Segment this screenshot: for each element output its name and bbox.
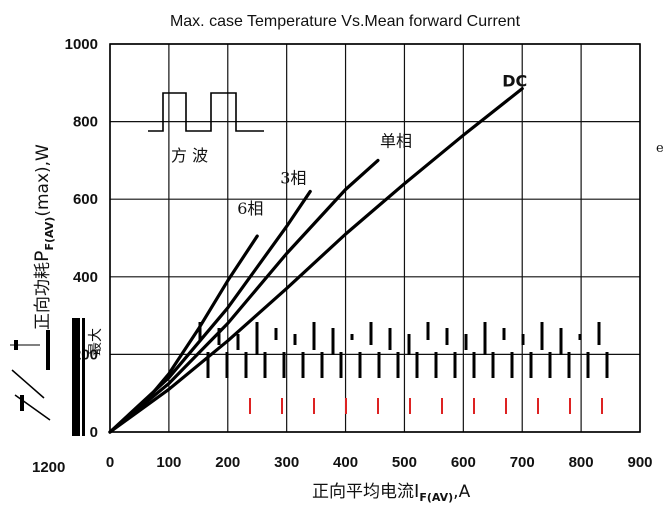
x-axis-label-symbol: I <box>414 481 419 502</box>
waveform-label: 方 波 <box>171 146 208 165</box>
y-axis-label-unit: (max),W <box>33 144 53 217</box>
noise-dashes <box>198 322 609 414</box>
x-axis-label-main: 正向平均电流 <box>312 482 414 502</box>
x-tick-label: 900 <box>627 454 652 471</box>
x-tick-label: 600 <box>451 454 476 471</box>
series-label: 3相 <box>280 168 306 187</box>
series-labels: 6相 3相 单相 DC <box>237 72 527 218</box>
y-tick-label: 1000 <box>65 36 98 53</box>
x-tick-label: 100 <box>156 454 181 471</box>
svg-text:正向功耗PF(AV)(max),W: 正向功耗PF(AV)(max),W <box>31 144 56 330</box>
series-line <box>108 87 524 434</box>
y-tick-label: 400 <box>73 269 98 286</box>
y-tick-label: 800 <box>73 114 98 131</box>
y-axis-label: 正向功耗PF(AV)(max),W <box>31 144 56 330</box>
x-tick-label: 700 <box>510 454 535 471</box>
y-axis-label-symbol: P <box>31 251 53 262</box>
x-axis-label-unit: ,A <box>453 482 470 502</box>
right-edge-partial: e <box>656 141 664 156</box>
series-lines <box>108 87 524 434</box>
plot-frame <box>109 43 641 433</box>
x-tick-label: 300 <box>274 454 299 471</box>
x-tick-label: 500 <box>392 454 417 471</box>
tick-labels: 0 100 200 300 400 500 600 700 800 900020040060080… <box>65 36 653 471</box>
x-tick-label: 800 <box>569 454 594 471</box>
bottom-left-tick: 1200 <box>32 459 65 476</box>
y-tick-label: 0 <box>90 424 98 441</box>
series-label: DC <box>502 72 527 91</box>
render-noise <box>10 318 85 436</box>
square-wave-icon <box>148 92 264 132</box>
x-tick-label: 0 <box>106 454 114 471</box>
chart-title: Max. case Temperature Vs.Mean forward Cu… <box>170 13 521 30</box>
x-axis-label: 正向平均电流IF(AV),A <box>312 481 471 504</box>
y-tick-label: 600 <box>73 191 98 208</box>
series-label: 6相 <box>237 199 263 218</box>
series-line <box>108 158 380 434</box>
left-partial-label: 最大 <box>88 328 104 356</box>
y-axis-label-main: 正向功耗 <box>33 262 53 330</box>
series-label: 单相 <box>380 131 412 150</box>
x-tick-label: 400 <box>333 454 358 471</box>
x-axis-label-subscript: F(AV) <box>419 491 453 504</box>
x-tick-label: 200 <box>215 454 240 471</box>
y-axis-label-subscript: F(AV) <box>43 217 56 251</box>
